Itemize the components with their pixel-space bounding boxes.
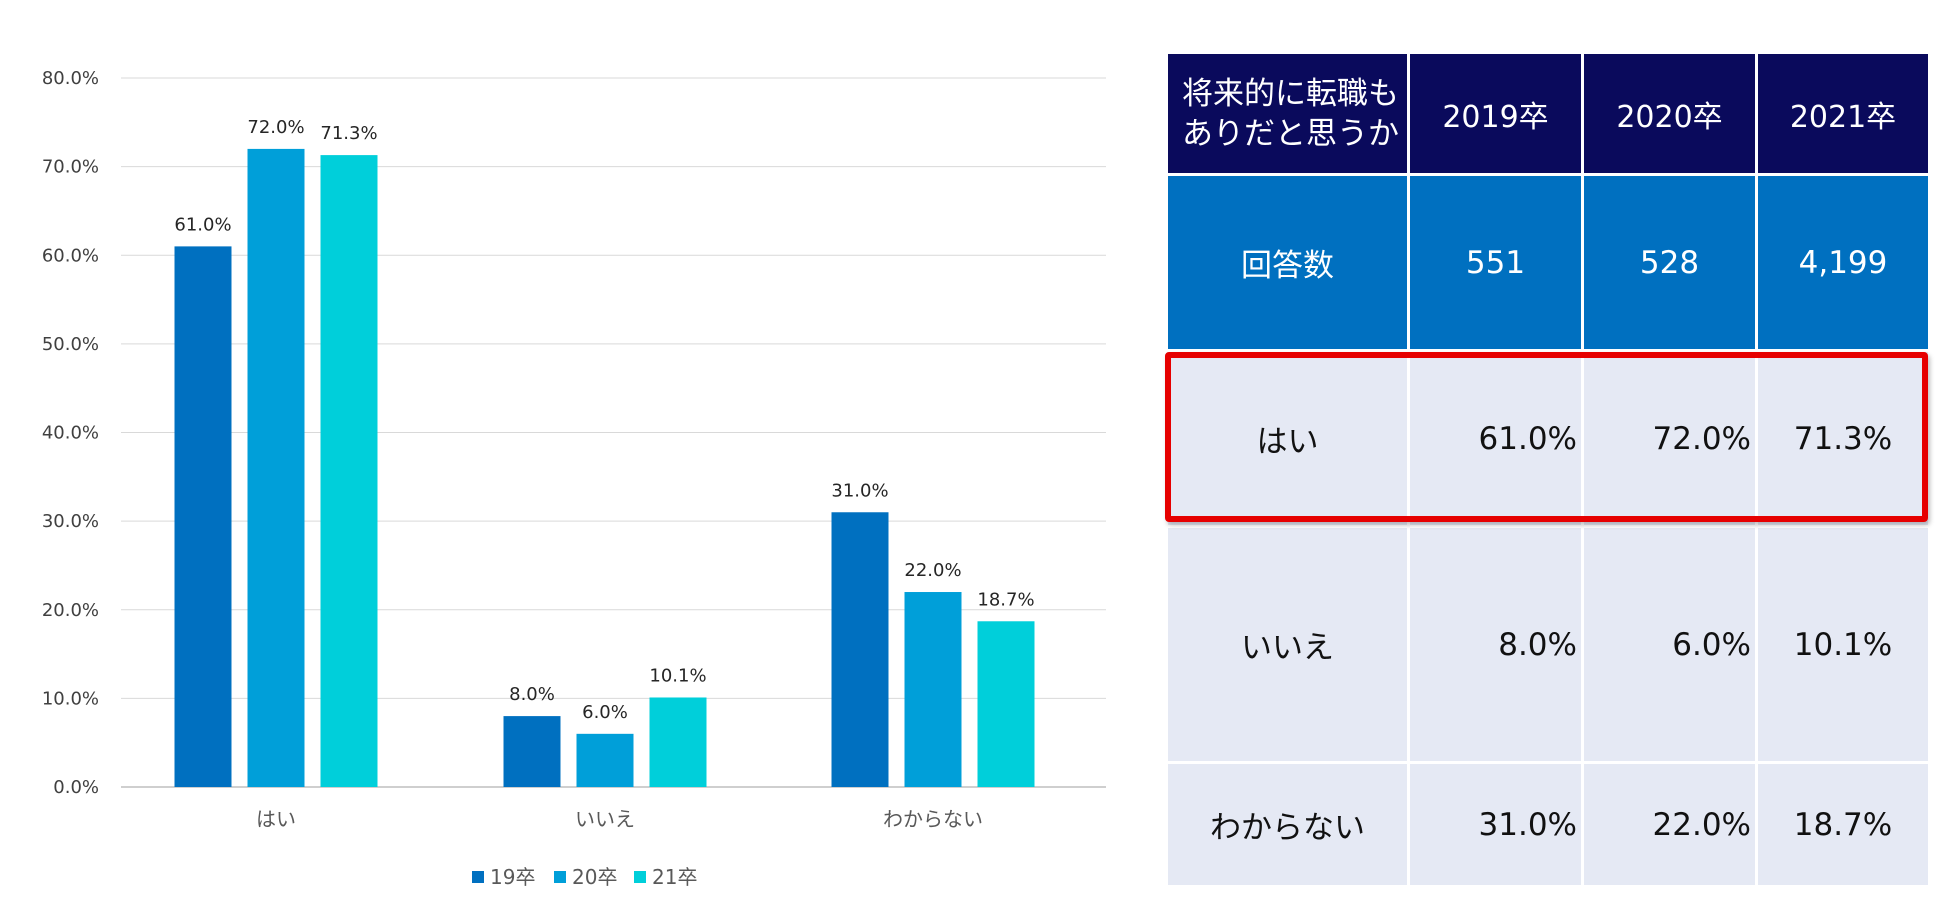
bar-data-label: 10.1%: [649, 665, 706, 686]
chart-legend: 19卒 20卒 21卒: [472, 865, 697, 889]
bar: [174, 246, 232, 787]
legend-swatch: [554, 871, 566, 883]
bar: [977, 621, 1035, 787]
legend-label: 20卒: [572, 865, 617, 889]
legend-label: 21卒: [652, 865, 697, 889]
y-tick-label: 50.0%: [42, 334, 99, 355]
table-cell: 71.3%: [1755, 349, 1931, 528]
summary-table: 将来的に転職も ありだと思うか 2019卒 2020卒 2021卒 回答数 55…: [1165, 51, 1931, 888]
table-cell: 31.0%: [1407, 761, 1584, 888]
bar-data-label: 61.0%: [174, 214, 231, 235]
table-year-header: 2019卒: [1407, 51, 1584, 176]
table-question-line-1: 将来的に転職も: [1182, 75, 1399, 112]
y-tick-label: 0.0%: [53, 777, 99, 798]
table-row-label: はい: [1165, 349, 1410, 528]
table-row: いいえ 8.0% 6.0% 10.1%: [1165, 525, 1931, 764]
bar-data-label: 6.0%: [582, 702, 628, 723]
y-axis-ticks: 0.0% 10.0% 20.0% 30.0% 40.0% 50.0% 60.0% 70.0% 8…: [42, 68, 99, 798]
bar: [247, 148, 305, 787]
y-tick-label: 60.0%: [42, 245, 99, 266]
table-cell: 10.1%: [1755, 525, 1931, 764]
bar: [576, 733, 634, 787]
bar-chart: 0.0% 10.0% 20.0% 30.0% 40.0% 50.0% 60.0% 70.0% 8…: [42, 68, 1106, 889]
bar: [320, 155, 378, 787]
table-question-header: 将来的に転職も ありだと思うか: [1165, 51, 1410, 176]
bar: [831, 512, 889, 787]
table-row: わからない 31.0% 22.0% 18.7%: [1165, 761, 1931, 888]
x-category-label: はい: [256, 807, 296, 831]
chart-bars: [174, 148, 1035, 787]
bar-data-labels: 61.0% 72.0% 71.3% 8.0% 6.0% 10.1% 31.0% 22.0% 18…: [174, 117, 1034, 723]
table-row-label: 回答数: [1165, 173, 1410, 352]
table-cell: 6.0%: [1581, 525, 1758, 764]
y-tick-label: 20.0%: [42, 600, 99, 621]
table-count-row: 回答数 551 528 4,199: [1165, 173, 1931, 352]
legend-swatch: [634, 871, 646, 883]
y-tick-label: 80.0%: [42, 68, 99, 89]
y-tick-label: 10.0%: [42, 688, 99, 709]
bar-data-label: 31.0%: [831, 480, 888, 501]
bar-data-label: 71.3%: [320, 123, 377, 144]
table-cell: 61.0%: [1407, 349, 1584, 528]
bar: [904, 592, 962, 787]
x-category-label: わからない: [883, 807, 983, 831]
table-cell: 551: [1407, 173, 1584, 352]
table-row: はい 61.0% 72.0% 71.3%: [1165, 349, 1931, 528]
legend-label: 19卒: [490, 865, 535, 889]
bar-data-label: 18.7%: [977, 589, 1034, 610]
x-axis-categories: はい いいえ わからない: [256, 807, 983, 831]
table-cell: 528: [1581, 173, 1758, 352]
table-cell: 4,199: [1755, 173, 1931, 352]
bar-data-label: 72.0%: [247, 117, 304, 138]
table-cell: 18.7%: [1755, 761, 1931, 888]
bar-data-label: 8.0%: [509, 684, 555, 705]
table-cell: 72.0%: [1581, 349, 1758, 528]
x-category-label: いいえ: [575, 807, 635, 831]
table-cell: 22.0%: [1581, 761, 1758, 888]
legend-swatch: [472, 871, 484, 883]
table-year-header: 2021卒: [1755, 51, 1931, 176]
table-row-label: わからない: [1165, 761, 1410, 888]
table-question-line-2: ありだと思うか: [1182, 115, 1399, 152]
y-tick-label: 30.0%: [42, 511, 99, 532]
bar: [649, 697, 707, 787]
table-row-label: いいえ: [1165, 525, 1410, 764]
y-tick-label: 40.0%: [42, 423, 99, 444]
table-cell: 8.0%: [1407, 525, 1584, 764]
table-year-header: 2020卒: [1581, 51, 1758, 176]
bar-data-label: 22.0%: [904, 560, 961, 581]
bar: [503, 716, 561, 787]
y-tick-label: 70.0%: [42, 157, 99, 178]
table-header-row: 将来的に転職も ありだと思うか 2019卒 2020卒 2021卒: [1165, 51, 1931, 176]
